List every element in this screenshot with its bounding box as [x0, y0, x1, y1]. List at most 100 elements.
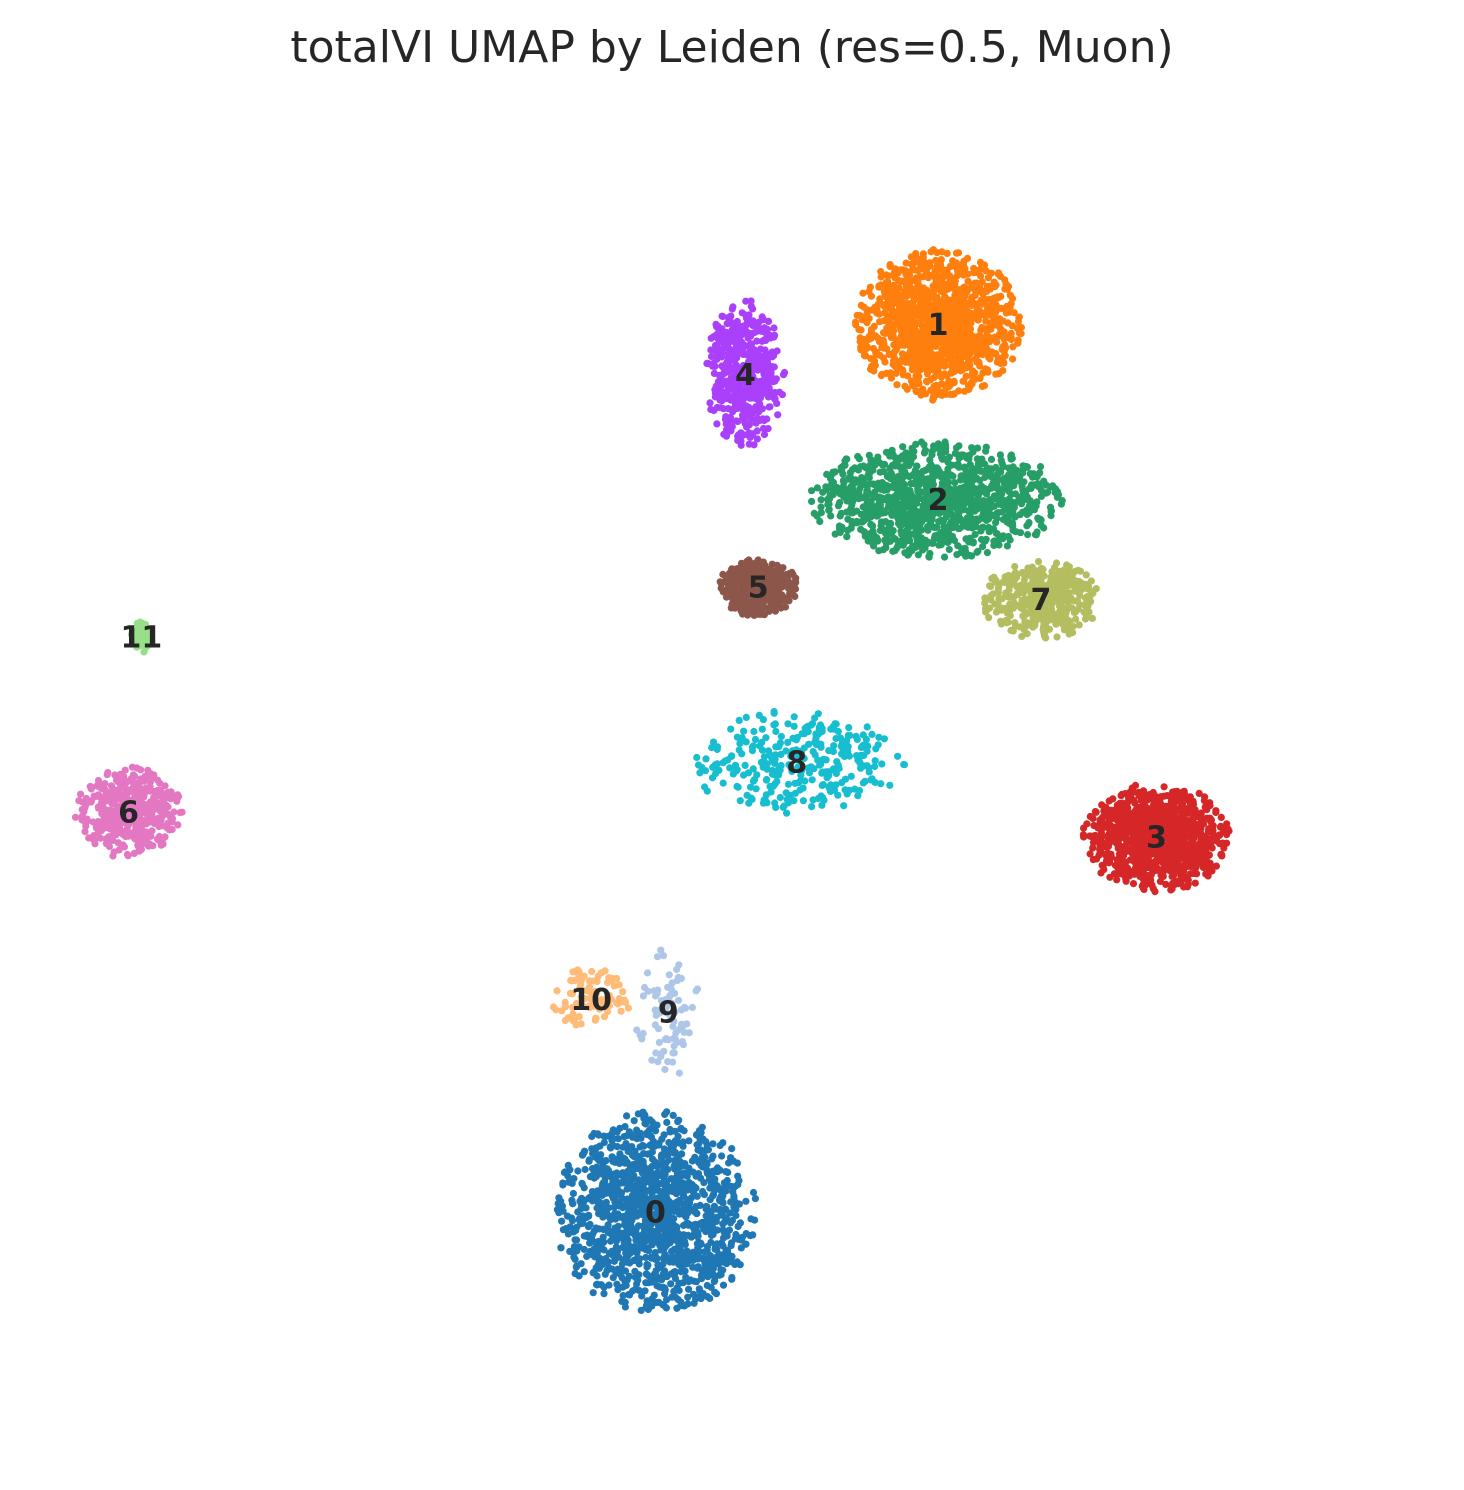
- cluster-0-point: [565, 1178, 573, 1186]
- cluster-0-point: [661, 1286, 669, 1294]
- cluster-2-point: [945, 545, 953, 554]
- cluster-0-point: [636, 1177, 644, 1185]
- cluster-1-point: [879, 354, 888, 362]
- cluster-2-point: [1033, 473, 1041, 481]
- cluster-0-point: [728, 1252, 736, 1260]
- cluster-0-point: [685, 1164, 693, 1172]
- cluster-1-point: [898, 350, 907, 358]
- cluster-1-point: [949, 390, 957, 398]
- cluster-0-point: [649, 1218, 657, 1226]
- cluster-1-point: [900, 266, 908, 274]
- cluster-0-point: [600, 1290, 608, 1298]
- cluster-2-point: [925, 539, 933, 547]
- cluster-2-point: [876, 501, 884, 509]
- cluster-2-point: [848, 495, 856, 503]
- cluster-1-point: [1009, 355, 1017, 363]
- cluster-0-point: [646, 1211, 654, 1219]
- cluster-4-point: [761, 351, 769, 359]
- cluster-0-point: [604, 1221, 612, 1229]
- cluster-1-point: [987, 325, 995, 333]
- cluster-3-point: [1086, 812, 1094, 821]
- cluster-4-point: [766, 388, 775, 396]
- cluster-0-point: [699, 1290, 707, 1298]
- cluster-0-point: [730, 1192, 738, 1200]
- cluster-4-point: [749, 321, 757, 330]
- cluster-1-point: [903, 385, 911, 393]
- cluster-2-point: [968, 486, 976, 495]
- cluster-0-point: [568, 1217, 577, 1225]
- cluster-0-point: [627, 1228, 636, 1236]
- cluster-2-point: [865, 451, 873, 459]
- cluster-1-point: [972, 336, 980, 344]
- cluster-1-point: [964, 299, 972, 307]
- cluster-2-point: [829, 469, 837, 478]
- cluster-0-point: [638, 1211, 647, 1219]
- cluster-2-point: [982, 447, 990, 455]
- cluster-4-point: [758, 337, 766, 345]
- cluster-1-point: [995, 370, 1003, 378]
- cluster-0-point: [603, 1259, 611, 1267]
- cluster-2-point: [1046, 503, 1055, 511]
- cluster-3-point: [1159, 868, 1167, 876]
- cluster-1-point: [913, 344, 921, 352]
- cluster-3-point: [1131, 781, 1140, 790]
- cluster-3-point: [1117, 792, 1125, 800]
- cluster-2-point: [862, 506, 871, 514]
- cluster-3-point: [1149, 865, 1157, 873]
- cluster-3-point: [1106, 815, 1114, 824]
- cluster-0-point: [710, 1277, 718, 1285]
- cluster-2-point: [903, 486, 911, 494]
- cluster-0-point: [692, 1203, 700, 1211]
- cluster-0-point: [602, 1157, 610, 1165]
- cluster-0-point: [704, 1211, 712, 1219]
- cluster-0-point: [669, 1111, 677, 1119]
- cluster-4-point: [723, 320, 731, 328]
- cluster-2-point: [878, 479, 886, 487]
- cluster-1-point: [968, 380, 976, 388]
- cluster-4-point: [712, 323, 721, 331]
- cluster-1-point: [867, 328, 876, 336]
- cluster-0-point: [672, 1189, 681, 1197]
- cluster-0-point: [674, 1296, 682, 1304]
- cluster-0-point: [688, 1180, 696, 1188]
- cluster-2-point: [968, 444, 976, 452]
- cluster-2-point: [896, 510, 905, 518]
- cluster-1-point: [882, 329, 890, 337]
- cluster-2-point: [938, 455, 947, 463]
- cluster-2-point: [871, 458, 879, 466]
- cluster-0-point: [677, 1162, 685, 1170]
- cluster-1-point: [915, 380, 923, 388]
- cluster-1-point: [978, 348, 986, 357]
- cluster-1-point: [877, 281, 885, 289]
- cluster-3-point: [1113, 825, 1121, 833]
- cluster-0-point: [711, 1288, 719, 1296]
- cluster-0-point: [630, 1117, 638, 1125]
- cluster-0-point: [598, 1239, 606, 1247]
- cluster-2-point: [1046, 483, 1055, 491]
- cluster-0-point: [597, 1189, 605, 1197]
- cluster-3-point: [1189, 869, 1198, 878]
- cluster-0-point: [650, 1291, 658, 1299]
- cluster-1-point: [871, 361, 879, 369]
- cluster-0-point: [675, 1279, 683, 1287]
- cluster-0-point: [617, 1157, 625, 1166]
- cluster-1-point: [960, 284, 968, 292]
- cluster-3-point: [1148, 881, 1156, 889]
- cluster-0-point: [612, 1191, 621, 1199]
- cluster-0-point: [608, 1153, 616, 1161]
- cluster-0-point: [608, 1231, 616, 1239]
- cluster-0-point: [613, 1178, 621, 1186]
- cluster-2-point: [905, 495, 913, 503]
- cluster-2-point: [954, 525, 963, 533]
- cluster-0-point: [704, 1146, 713, 1154]
- cluster-2-point: [935, 541, 943, 549]
- cluster-0-point: [654, 1168, 662, 1176]
- cluster-2-point: [1019, 491, 1027, 499]
- cluster-2-point: [866, 480, 874, 488]
- cluster-0-point: [654, 1210, 662, 1218]
- cluster-4-point: [749, 392, 757, 400]
- cluster-0-point: [616, 1233, 624, 1242]
- cluster-1-point: [938, 248, 946, 256]
- cluster-1-point: [928, 271, 936, 279]
- cluster-1-point: [912, 250, 920, 258]
